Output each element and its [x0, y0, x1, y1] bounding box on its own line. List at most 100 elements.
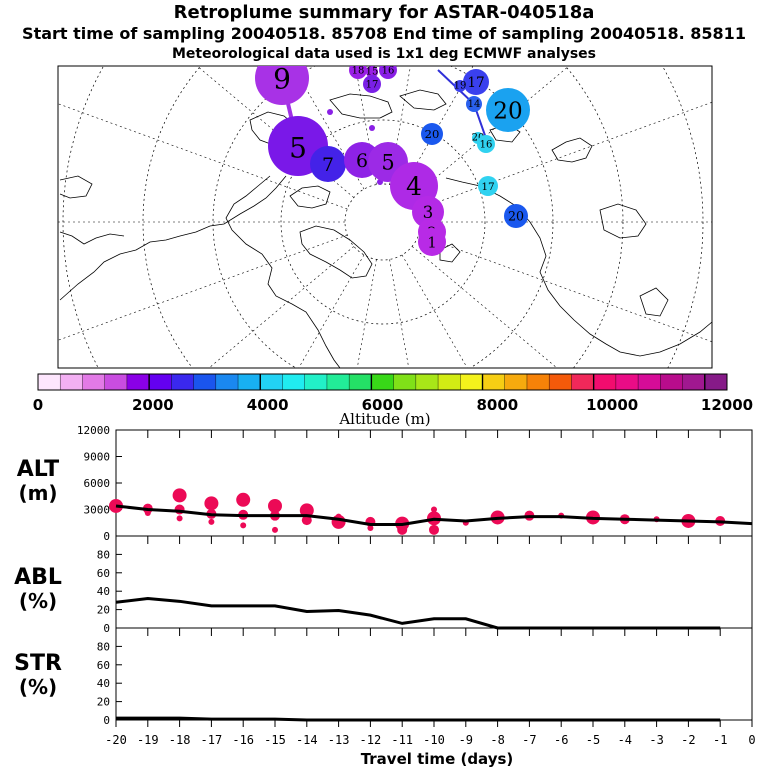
abl-series-line: [115, 597, 721, 630]
met-data-note: Meteorological data used is 1x1 deg ECMW…: [172, 46, 596, 62]
colorbar-swatch: [326, 374, 350, 390]
str-y-tick-label: 60: [97, 659, 110, 672]
colorbar-frame: [37, 373, 728, 391]
colorbar-swatch: [482, 374, 506, 390]
abl-label: ABL: [14, 565, 62, 590]
plume-day-label: 18: [352, 65, 365, 76]
plume-day-label: 9: [273, 62, 291, 95]
alt-plume-cluster: [172, 488, 187, 503]
alt-y-tick-label: 6000: [84, 477, 111, 490]
colorbar-swatch: [260, 374, 283, 390]
plume-day-label: 20: [472, 132, 485, 143]
str-panel-frame: [115, 627, 753, 721]
colorbar-swatch: [60, 374, 83, 390]
plume-day-label: 20: [508, 209, 524, 224]
colorbar-swatch: [282, 374, 306, 390]
plume-day-label: 5: [289, 131, 307, 164]
x-tick-label: -1: [713, 733, 727, 747]
plume-day-label: 7: [322, 154, 334, 176]
meridian-line: [58, 103, 348, 210]
x-tick-label: -5: [586, 733, 600, 747]
plume-circle: [363, 75, 381, 93]
str-y-tick-label: 20: [97, 696, 110, 709]
colorbar-swatch: [571, 374, 595, 390]
alt-plume-cluster: [397, 524, 408, 535]
str-label: STR: [14, 651, 62, 676]
alt-plume-cluster: [240, 522, 247, 529]
x-tick-label: 0: [748, 733, 755, 747]
colorbar-swatch: [460, 374, 484, 390]
plume-circle: [454, 80, 466, 92]
alt-plume-cluster: [299, 503, 314, 518]
colorbar-swatch: [660, 374, 684, 390]
meridian-line: [401, 254, 468, 368]
alt-plume-cluster: [204, 496, 219, 511]
plume-dot: [369, 125, 375, 131]
plume-circle: [466, 96, 482, 112]
colorbar-swatch: [171, 374, 195, 390]
colorbar-swatch: [104, 374, 128, 390]
abl-y-tick-label: 0: [103, 622, 110, 635]
meridian-line: [298, 254, 365, 368]
colorbar-swatch: [438, 374, 461, 390]
x-tick-label: -9: [459, 733, 473, 747]
colorbar-swatch: [371, 374, 395, 390]
alt-y-tick-label: 0: [103, 530, 110, 543]
x-tick-label: -3: [649, 733, 663, 747]
colorbar-tick-label: 2000: [132, 396, 174, 414]
meridian-line: [58, 234, 348, 341]
colorbar-tick-label: 0: [33, 396, 43, 414]
abl-y-tick-label: 20: [97, 604, 110, 617]
abl-y-tick-label: 60: [97, 567, 110, 580]
str-y-tick-label: 0: [103, 714, 110, 727]
alt-plume-cluster: [431, 506, 437, 513]
colorbar-swatch: [526, 374, 550, 390]
colorbar-tick-label: 12000: [701, 396, 753, 414]
alt-label: ALT: [17, 457, 59, 482]
meridian-line: [355, 66, 377, 185]
x-tick-label: -16: [232, 733, 254, 747]
plume-day-label: 1: [427, 234, 436, 251]
plume-day-label: 19: [454, 80, 467, 91]
meridian-line: [411, 66, 570, 198]
x-tick-label: -2: [681, 733, 695, 747]
colorbar-swatch: [704, 374, 728, 390]
abl-y-tick-label: 80: [97, 548, 110, 561]
time-series-panels: 120009000600030000806040200806040200-20-…: [77, 424, 756, 747]
alt-plume-cluster: [144, 510, 151, 517]
sampling-time: Start time of sampling 20040518. 85708 E…: [22, 24, 746, 43]
plume-circle: [478, 176, 498, 196]
plume-circle: [504, 204, 528, 228]
plume-circle: [379, 66, 397, 79]
x-tick-label: -17: [201, 733, 223, 747]
abl-y-tick-label: 40: [97, 585, 110, 598]
colorbar-swatch: [126, 374, 150, 390]
map-frame: [57, 65, 713, 369]
colorbar-swatch: [615, 374, 639, 390]
plume-day-label: 16: [382, 65, 395, 76]
plume-day-label: 17: [481, 181, 494, 193]
alt-plume-cluster: [176, 515, 183, 522]
colorbar-swatch: [682, 374, 706, 390]
colorbar-swatch: [82, 374, 106, 390]
x-tick-label: -15: [264, 733, 286, 747]
colorbar-swatch: [638, 374, 661, 390]
colorbar-tick-label: 8000: [476, 396, 518, 414]
plume-dot: [327, 109, 333, 115]
plume-circle: [486, 88, 530, 132]
alt-plume-cluster: [429, 524, 439, 535]
str-unit: (%): [19, 675, 57, 699]
alt-y-tick-label: 12000: [77, 424, 110, 437]
alt-plume-cluster: [268, 498, 282, 513]
x-tick-label: -19: [137, 733, 159, 747]
plume-day-label: 20: [493, 98, 522, 124]
plume-circle: [418, 228, 446, 256]
coastlines: [59, 89, 712, 368]
x-tick-label: -11: [391, 733, 413, 747]
colorbar-swatch: [193, 374, 217, 390]
meridian-line: [389, 259, 410, 368]
colorbar-tick-label: 10000: [586, 396, 638, 414]
x-tick-label: -12: [360, 733, 382, 747]
plume-circle: [366, 66, 378, 78]
meridian-line: [418, 234, 712, 343]
